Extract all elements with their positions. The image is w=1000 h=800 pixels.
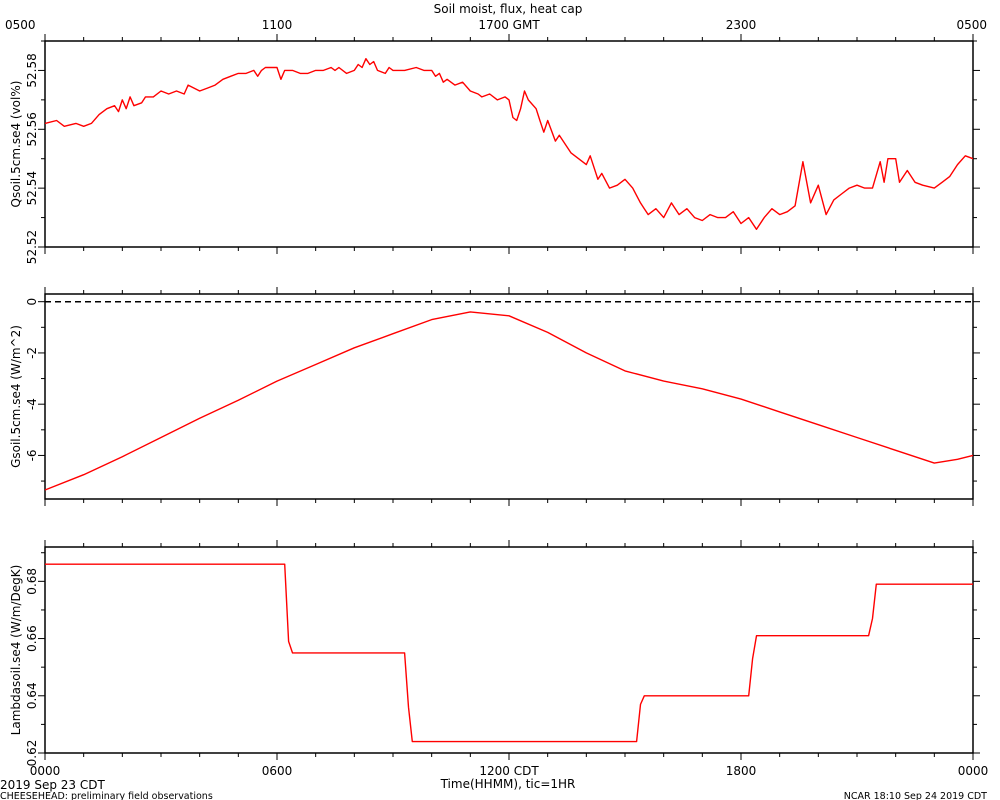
bottom-axis-title: Time(HHMM), tic=1HR (440, 777, 576, 791)
date-label: 2019 Sep 23 CDT (0, 778, 105, 792)
series-line-2 (44, 311, 974, 491)
bottom-tick-label: 0600 (262, 764, 293, 778)
y-axis-title: Qsoil.5cm.se4 (vol%) (9, 81, 23, 208)
top-time-axis: 0500 1100 1700 GMT 2300 0500 (5, 18, 987, 32)
y-tick-label: 0.64 (25, 682, 39, 709)
y-tick-label: 52.56 (25, 112, 39, 146)
top-tick-label: 1700 GMT (478, 18, 540, 32)
bottom-time-axis: 0000 0600 1200 CDT 1800 0000 (30, 764, 989, 778)
y-axis-title: Gsoil.5cm.se4 (W/m^2) (9, 325, 23, 468)
plot-frame (44, 546, 974, 754)
plot-frame (44, 293, 974, 500)
footer-right: NCAR 18:10 Sep 24 2019 CDT (844, 791, 987, 800)
bottom-tick-label: 1200 CDT (479, 764, 539, 778)
bottom-tick-label: 1800 (726, 764, 757, 778)
series-line-1 (44, 58, 974, 230)
y-tick-label: -4 (25, 398, 39, 410)
bottom-tick-label: 0000 (958, 764, 989, 778)
y-tick-label: 52.58 (25, 53, 39, 87)
series-line-3 (45, 563, 973, 743)
y-tick-label: -2 (25, 347, 39, 359)
top-tick-label: 2300 (726, 18, 757, 32)
y-tick-label: 52.52 (25, 230, 39, 264)
top-tick-label: 1100 (262, 18, 293, 32)
y-tick-label: 0.62 (25, 740, 39, 767)
y-tick-label: 0.66 (25, 625, 39, 652)
y-axis-title: Lambdasoil.se4 (W/m/DegK) (9, 565, 23, 736)
y-tick-label: 52.54 (25, 171, 39, 205)
panel-2: -6 -4 -2 0 Gsoil.5cm.se4 (W/m^2) (9, 287, 980, 506)
footer-left: CHEESEHEAD: preliminary field observatio… (0, 791, 213, 800)
y-tick-label: 0 (25, 298, 39, 306)
top-tick-label: 0500 (5, 18, 36, 32)
top-tick-label: 0500 (956, 18, 987, 32)
y-tick-label: 0.68 (25, 568, 39, 595)
top-axis-title: Soil moist, flux, heat cap (434, 2, 583, 16)
plot-frame (44, 40, 974, 248)
y-tick-label: -6 (25, 449, 39, 461)
bottom-tick-label: 0000 (30, 764, 61, 778)
